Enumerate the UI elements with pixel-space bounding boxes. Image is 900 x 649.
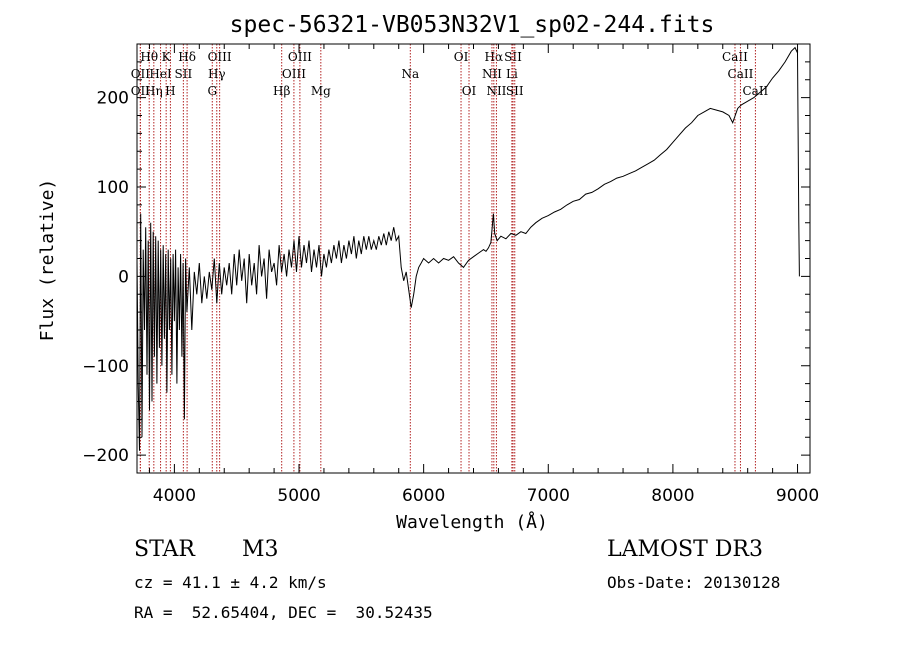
y-axis-label: Flux (relative) bbox=[37, 179, 58, 342]
spectral-line-label: Hβ bbox=[273, 84, 290, 98]
spectral-line-label: K bbox=[162, 50, 172, 64]
spectral-line-label: Li bbox=[506, 67, 518, 81]
spectral-line-label: Hθ bbox=[140, 50, 158, 64]
spectral-line-label: Hδ bbox=[178, 50, 196, 64]
y-tick-label: 200 bbox=[97, 89, 129, 109]
x-tick-label: 7000 bbox=[527, 486, 570, 506]
spectral-line-label: OI bbox=[462, 84, 477, 98]
spectral-line-label: OII bbox=[131, 84, 151, 98]
x-tick-label: 4000 bbox=[153, 486, 196, 506]
y-axis: −200 −100 0 100 200 bbox=[82, 43, 810, 466]
observation-date: Obs-Date: 20130128 bbox=[607, 573, 781, 592]
spectral-line-label: CaII bbox=[728, 67, 754, 81]
spectral-line-label: CaII bbox=[742, 84, 768, 98]
spectral-line-label: SII bbox=[506, 84, 524, 98]
spectral-line-label: Hα bbox=[485, 50, 504, 64]
spectral-line-label: HeI bbox=[149, 67, 172, 81]
object-subclass: M3 bbox=[242, 537, 279, 562]
spectral-line-label: Hγ bbox=[208, 67, 226, 81]
x-axis-label: Wavelength (Å) bbox=[396, 511, 548, 533]
spectral-line-label: Mg bbox=[311, 84, 331, 98]
y-tick-label: 100 bbox=[97, 178, 129, 198]
spectral-line-label: OIII bbox=[288, 50, 312, 64]
spectral-line-label: SII bbox=[175, 67, 193, 81]
spectral-line-label: OIII bbox=[282, 67, 306, 81]
x-tick-label: 5000 bbox=[277, 486, 320, 506]
chart-title: spec-56321-VB053N32V1_sp02-244.fits bbox=[230, 12, 715, 38]
spectral-line-label: SII bbox=[504, 50, 522, 64]
x-axis: 4000 5000 6000 7000 8000 9000 bbox=[148, 44, 819, 506]
y-tick-label: −100 bbox=[82, 357, 129, 377]
survey-name: LAMOST DR3 bbox=[607, 537, 763, 562]
spectral-line-label: Na bbox=[401, 67, 419, 81]
plot-frame bbox=[136, 43, 811, 474]
spectral-line-label: OIII bbox=[208, 50, 232, 64]
spectral-line-label: G bbox=[207, 84, 217, 98]
spectral-line-label: Hη bbox=[145, 84, 163, 98]
y-tick-label: −200 bbox=[82, 446, 129, 466]
x-tick-label: 6000 bbox=[402, 486, 445, 506]
redshift-cz: cz = 41.1 ± 4.2 km/s bbox=[134, 573, 327, 592]
spectrum-line bbox=[136, 46, 800, 451]
x-tick-label: 9000 bbox=[776, 486, 819, 506]
spectral-line-label: H bbox=[165, 84, 175, 98]
y-tick-label: 0 bbox=[118, 267, 129, 287]
spectral-line-label: NII bbox=[486, 84, 506, 98]
spectral-line-label: NII bbox=[482, 67, 502, 81]
spectral-line-label: CaII bbox=[722, 50, 748, 64]
spectral-line-label: OI bbox=[454, 50, 469, 64]
x-tick-label: 8000 bbox=[651, 486, 694, 506]
coordinates: RA = 52.65404, DEC = 30.52435 bbox=[134, 603, 433, 622]
object-class: STAR bbox=[134, 537, 195, 562]
spectrum-layer bbox=[136, 46, 800, 451]
